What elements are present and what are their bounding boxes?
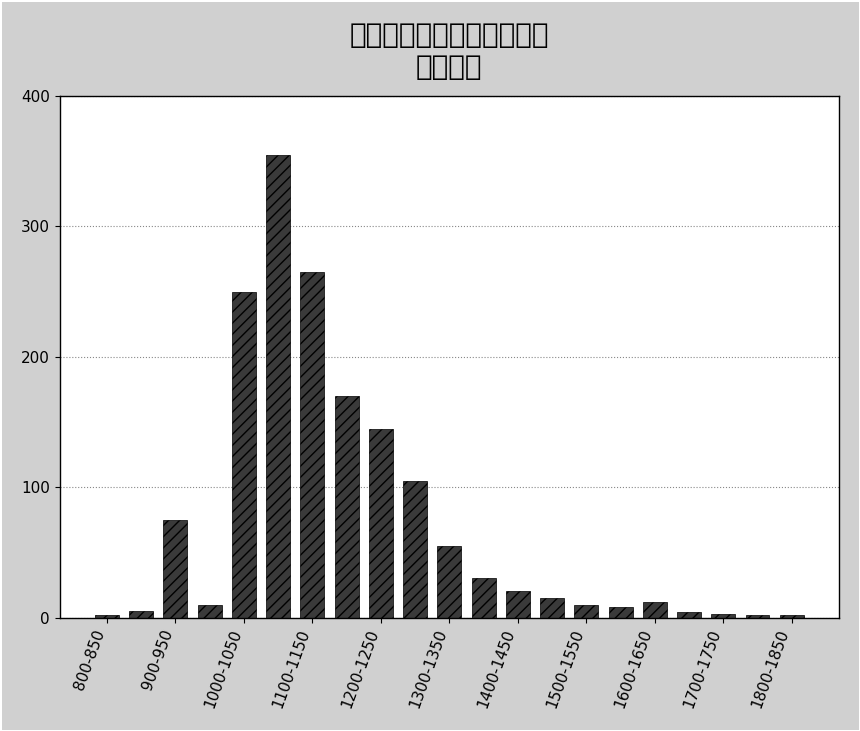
Bar [780,615,804,618]
Title: 早高峰车公庄至公主坟旅行
时间分布: 早高峰车公庄至公主坟旅行 时间分布 [350,20,550,81]
Bar [232,292,256,618]
Bar [506,591,530,618]
Bar [471,578,495,618]
Bar [129,611,153,618]
Bar [540,598,564,618]
Bar [335,396,359,618]
Bar [300,272,324,618]
Bar [267,155,290,618]
Bar [198,605,222,618]
Bar [609,607,633,618]
Bar [438,546,461,618]
Bar [642,602,666,618]
Bar [677,613,701,618]
Bar [711,613,735,618]
Bar [403,481,427,618]
Bar [95,615,119,618]
Bar [746,615,770,618]
Bar [574,605,599,618]
Bar [163,520,187,618]
Bar [369,428,393,618]
